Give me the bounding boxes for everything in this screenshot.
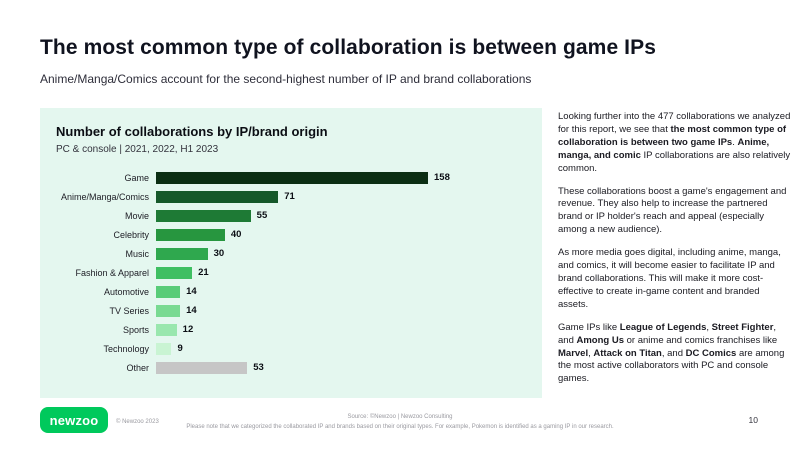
bar-track: 14 xyxy=(156,285,524,298)
bar-category-label: Anime/Manga/Comics xyxy=(60,191,149,202)
bar-value: 12 xyxy=(182,324,194,335)
chart-title: Number of collaborations by IP/brand ori… xyxy=(56,124,328,139)
bar-value: 71 xyxy=(284,191,295,202)
bar-value: 53 xyxy=(253,362,264,373)
bar-value: 14 xyxy=(186,286,197,297)
commentary-paragraph: As more media goes digital, including an… xyxy=(558,247,781,310)
bar-track: 12 xyxy=(156,323,524,336)
source-line-1: Source: ©Newzoo | Newzoo Consulting xyxy=(347,414,453,420)
chart-row: Automotive 14 xyxy=(56,282,524,301)
bar-track: 55 xyxy=(156,209,524,222)
bar-value: 55 xyxy=(256,210,268,221)
bar-value: 14 xyxy=(186,305,197,316)
bar-category-label: Movie xyxy=(124,210,149,221)
bar-track: 71 xyxy=(156,190,524,203)
bar-chart: Game 158 Anime/Manga/Comics 71 Movie 55 Celebr… xyxy=(56,168,524,377)
bar-category-label: Automotive xyxy=(103,286,149,297)
bar-category-label: Technology xyxy=(103,343,149,354)
bar xyxy=(156,171,428,184)
commentary: Looking further into the 477 collaborati… xyxy=(558,111,791,396)
bar-value: 21 xyxy=(198,267,209,278)
bar-category-label: Other xyxy=(126,362,149,373)
bar-value: 30 xyxy=(213,248,225,259)
bar xyxy=(156,304,181,317)
commentary-paragraph: Game IPs like League of Legends, Street … xyxy=(558,321,785,385)
chart-row: Game 158 xyxy=(56,168,524,187)
bar-value: 158 xyxy=(434,172,450,183)
commentary-paragraph: Looking further into the 477 collaborati… xyxy=(558,111,791,174)
page-number: 10 xyxy=(748,415,758,425)
bar-track: 14 xyxy=(156,304,524,317)
bar xyxy=(156,209,251,222)
chart-panel: Number of collaborations by IP/brand ori… xyxy=(40,108,542,398)
bar xyxy=(156,266,193,279)
bar-value: 40 xyxy=(230,229,242,240)
bar-track: 9 xyxy=(156,342,524,355)
bar-category-label: TV Series xyxy=(109,305,149,316)
bar-category-label: Fashion & Apparel xyxy=(75,267,149,278)
chart-row: Movie 55 xyxy=(56,206,524,225)
bar-category-label: Celebrity xyxy=(113,229,149,240)
bar-category-label: Sports xyxy=(122,324,149,335)
bar-track: 40 xyxy=(156,228,524,241)
chart-row: Other 53 xyxy=(56,358,524,377)
bar-track: 30 xyxy=(156,247,524,260)
bar xyxy=(156,361,248,374)
chart-row: Technology 9 xyxy=(56,339,524,358)
bar xyxy=(156,323,177,336)
bar-track: 21 xyxy=(156,266,524,279)
bar-track: 158 xyxy=(156,171,524,184)
bar-value: 9 xyxy=(177,343,183,354)
chart-row: Fashion & Apparel 21 xyxy=(56,263,524,282)
source-line-2: Please note that we categorized the coll… xyxy=(186,423,614,430)
bar xyxy=(156,342,172,355)
chart-row: Music 30 xyxy=(56,244,524,263)
bar xyxy=(156,285,181,298)
commentary-paragraph: These collaborations boost a game's enga… xyxy=(558,185,787,236)
bar-category-label: Game xyxy=(124,172,149,183)
newzoo-logo: newzoo xyxy=(40,407,108,433)
bar xyxy=(156,247,208,260)
chart-row: Sports 12 xyxy=(56,320,524,339)
copyright-text: © Newzoo 2023 xyxy=(116,419,159,425)
chart-subtitle: PC & console | 2021, 2022, H1 2023 xyxy=(56,144,219,155)
page-subtitle: Anime/Manga/Comics account for the secon… xyxy=(40,72,532,86)
bar-category-label: Music xyxy=(125,248,149,259)
chart-row: TV Series 14 xyxy=(56,301,524,320)
chart-row: Anime/Manga/Comics 71 xyxy=(56,187,524,206)
source-note: Source: ©Newzoo | Newzoo Consulting Plea… xyxy=(150,413,650,432)
chart-row: Celebrity 40 xyxy=(56,225,524,244)
bar-track: 53 xyxy=(156,361,524,374)
page-title: The most common type of collaboration is… xyxy=(40,36,656,59)
bar xyxy=(156,228,225,241)
bar xyxy=(156,190,279,203)
